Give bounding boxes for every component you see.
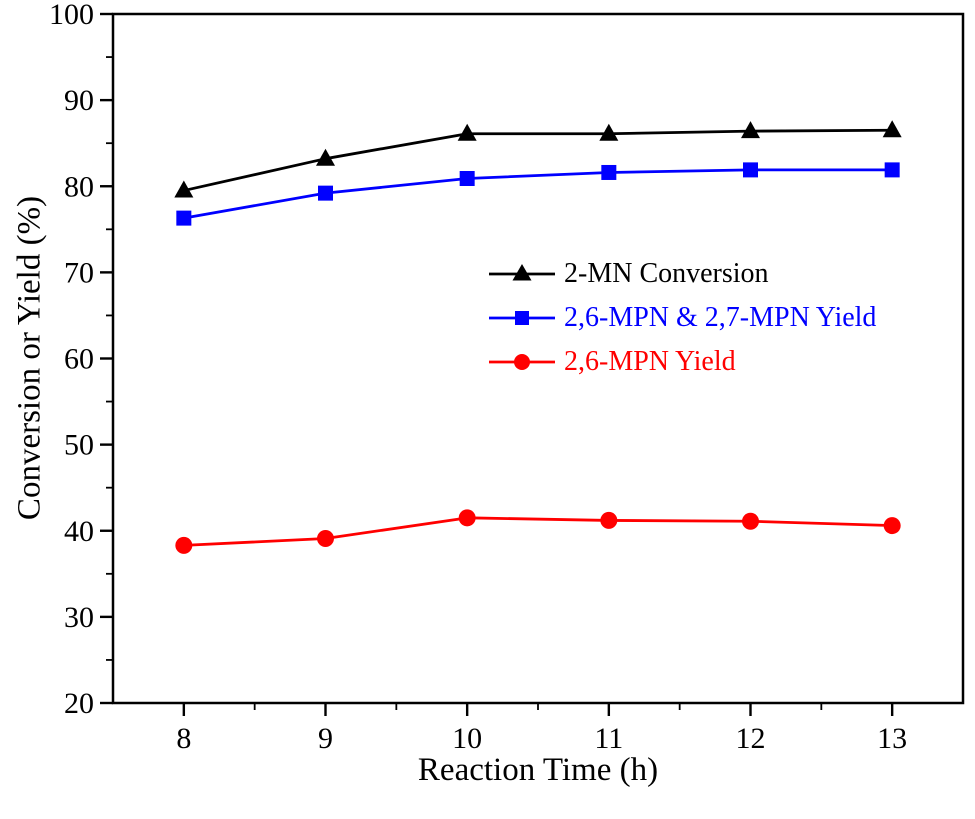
series-line-2	[183, 516, 893, 547]
legend-label-26-27-mpn-yield: 2,6-MPN & 2,7-MPN Yield	[564, 302, 877, 333]
marker-triangle	[599, 123, 619, 141]
marker-circle	[600, 511, 618, 529]
x-tick-label: 10	[452, 722, 482, 755]
marker-circle	[175, 536, 193, 554]
y-tick-label: 40	[64, 515, 94, 548]
marker-circle	[742, 512, 759, 530]
legend: 2-MN Conversion 2,6-MPN & 2,7-MPN Yield …	[488, 258, 876, 378]
y-tick-label: 60	[64, 343, 94, 376]
y-tick-label: 80	[64, 170, 94, 203]
legend-label-conversion: 2-MN Conversion	[564, 258, 769, 289]
x-tick-label: 11	[594, 722, 623, 755]
marker-square	[459, 170, 475, 186]
x-tick-label: 13	[877, 722, 907, 755]
marker-triangle	[316, 148, 335, 166]
x-tick-label: 12	[736, 722, 766, 755]
marker-square	[743, 162, 758, 178]
marker-triangle	[741, 121, 760, 139]
marker-triangle	[882, 120, 902, 138]
marker-circle	[317, 530, 334, 548]
series-line-1	[183, 168, 893, 220]
marker-square	[318, 185, 333, 201]
marker-square	[176, 210, 192, 226]
x-tick-label: 8	[176, 722, 191, 755]
y-tick-label: 90	[64, 84, 94, 117]
marker-triangle	[174, 180, 194, 198]
y-tick-label: 30	[64, 601, 94, 634]
y-tick-label: 100	[49, 0, 94, 31]
marker-square	[884, 162, 900, 178]
y-tick-label: 70	[64, 256, 94, 289]
legend-sample-circle-icon	[489, 354, 555, 370]
legend-item-26-mpn-yield: 2,6-MPN Yield	[488, 346, 876, 378]
legend-sample-triangle-icon	[489, 264, 555, 281]
y-tick-label: 20	[64, 687, 94, 720]
legend-label-26-mpn-yield: 2,6-MPN Yield	[564, 346, 736, 377]
x-axis-label: Reaction Time (h)	[417, 752, 659, 788]
marker-circle	[458, 509, 476, 527]
marker-square	[601, 164, 617, 180]
y-axis-label: Conversion or Yield (%)	[11, 195, 48, 521]
marker-circle	[883, 517, 901, 535]
legend-sample-square-icon	[489, 311, 555, 325]
legend-item-26-27-mpn-yield: 2,6-MPN & 2,7-MPN Yield	[488, 302, 876, 334]
y-tick-label: 50	[64, 429, 94, 462]
x-tick-label: 9	[318, 722, 333, 755]
series-line-0	[183, 128, 893, 192]
marker-triangle	[457, 123, 477, 141]
legend-item-conversion: 2-MN Conversion	[488, 258, 876, 290]
